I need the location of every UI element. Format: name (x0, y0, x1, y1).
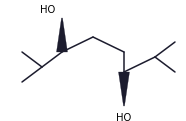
Polygon shape (118, 72, 129, 106)
Text: HO: HO (40, 5, 55, 15)
Polygon shape (57, 18, 68, 52)
Text: HO: HO (116, 113, 132, 121)
